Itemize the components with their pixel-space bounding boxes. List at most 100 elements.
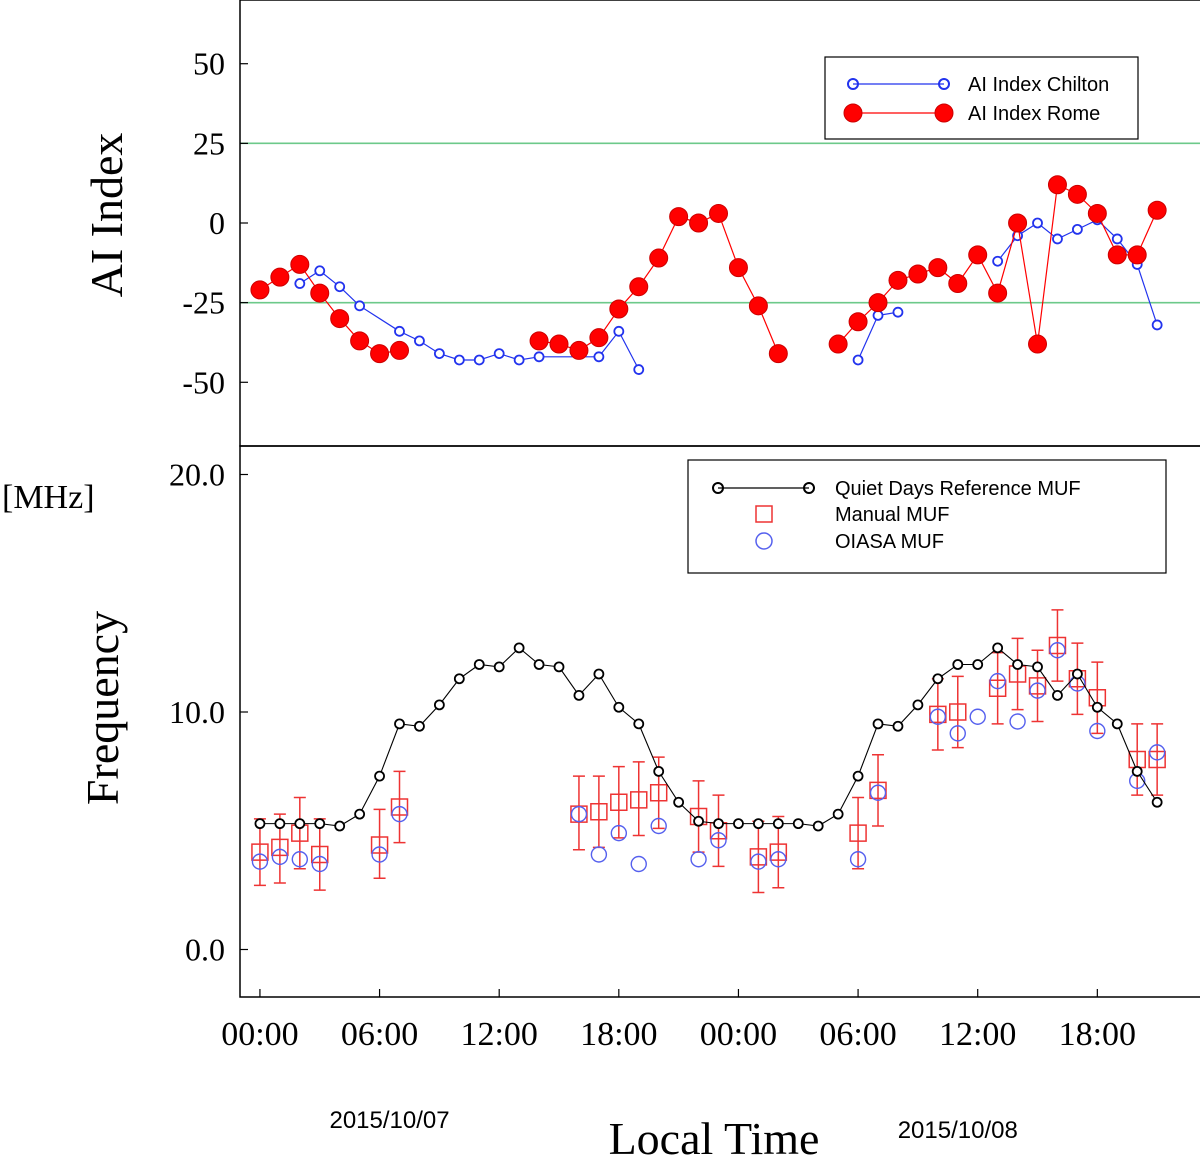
legend-oiasa-marker — [755, 532, 773, 550]
quiet-muf-point — [254, 818, 266, 830]
ai-rome-line — [538, 212, 779, 354]
x-tick-label: 06:00 — [819, 1016, 896, 1053]
ai-rome-point — [390, 340, 410, 360]
ai-rome-point — [689, 213, 709, 233]
ai-rome-point — [330, 309, 350, 329]
ai-y-ticks: 50 25 0 -25 -50 — [182, 46, 248, 400]
ai-chilton-point — [294, 278, 306, 289]
quiet-muf-point — [1012, 659, 1023, 670]
quiet-muf-point — [473, 659, 485, 670]
oiasa-muf-point — [1009, 713, 1026, 730]
ai-rome-point — [828, 334, 848, 354]
ai-index-y-label: AI Index — [81, 133, 132, 298]
oiasa-muf-point — [650, 817, 667, 835]
oiasa-muf-point — [949, 725, 966, 742]
ai-rome-point — [1067, 184, 1087, 204]
oiasa-muf-point — [969, 708, 986, 725]
quiet-muf-point — [374, 770, 385, 782]
oiasa-muf-point — [750, 853, 767, 870]
ai-rome-point — [569, 340, 589, 360]
oiasa-muf-point — [630, 855, 647, 873]
quiet-muf-point — [693, 815, 704, 827]
ai-chilton-point — [414, 335, 425, 347]
oiasa-muf-point — [570, 805, 588, 823]
quiet-muf-point — [1151, 796, 1163, 808]
ai-chilton-point — [1151, 319, 1163, 331]
quiet-muf-point — [354, 808, 366, 820]
quiet-muf-point — [812, 820, 824, 832]
manual-muf-point — [251, 843, 269, 861]
quiet-muf-point — [334, 820, 346, 832]
quiet-muf-point — [433, 699, 445, 711]
quiet-muf-point — [553, 661, 565, 673]
quiet-muf-line — [259, 647, 1158, 827]
quiet-muf-point — [394, 718, 405, 730]
ai-chilton-point — [433, 348, 445, 360]
ai-chilton-line — [299, 270, 640, 370]
manual-muf-point — [390, 798, 409, 816]
quiet-muf-point — [633, 718, 645, 730]
ai-chilton-point — [872, 309, 884, 321]
manual-muf-point — [311, 845, 329, 864]
quiet-muf-point — [573, 689, 585, 701]
ai-chilton-point — [992, 255, 1004, 267]
ai-rome-point — [629, 277, 649, 297]
manual-muf-point — [849, 824, 867, 842]
ai-rome-point — [968, 245, 988, 265]
legend-quiet-marker — [803, 482, 815, 494]
oiasa-muf-point — [371, 846, 388, 863]
ai-chilton-point — [1111, 233, 1123, 245]
y-tick-label: -25 — [182, 285, 225, 321]
ai-legend-box — [824, 56, 1139, 140]
quiet-muf-point — [294, 818, 306, 830]
oiasa-muf-point — [311, 855, 328, 873]
ai-chilton-point — [354, 300, 366, 312]
ai-rome-point — [868, 293, 888, 313]
oiasa-muf-point — [291, 851, 309, 868]
manual-muf-point — [1048, 636, 1067, 655]
muf-legend-box — [687, 459, 1167, 574]
ai-chilton-point — [453, 354, 465, 366]
ai-rome-point — [908, 264, 928, 284]
oiasa-muf-point — [1049, 642, 1066, 659]
quiet-muf-point — [314, 818, 326, 830]
oiasa-muf-point — [869, 784, 887, 801]
frequency-y-label: Frequency — [77, 611, 128, 805]
ai-rome-point — [290, 254, 310, 274]
ai-chilton-point — [394, 325, 405, 337]
manual-muf-point — [769, 843, 788, 861]
legend-quiet-label: Quiet Days Reference MUF — [835, 478, 1081, 500]
frequency-unit-label: [MHz] — [2, 479, 95, 516]
quiet-muf-point — [752, 818, 764, 830]
threshold-lines — [240, 142, 1200, 304]
ai-chilton-point — [613, 325, 625, 337]
quiet-muf-point — [673, 796, 685, 808]
legend-chilton-marker — [938, 78, 950, 90]
ai-rome-point — [549, 334, 569, 354]
muf-legend: Quiet Days Reference MUF Manual MUF OIAS… — [687, 459, 1167, 574]
ai-rome-point — [1008, 213, 1028, 233]
quiet-muf-point — [952, 659, 964, 670]
y-tick-label: 25 — [193, 125, 225, 161]
oiasa-muf-point — [1148, 744, 1166, 761]
quiet-muf-point — [493, 661, 505, 673]
ai-rome-point — [609, 299, 629, 319]
quiet-muf-point — [992, 642, 1004, 654]
ai-rome-point — [1047, 175, 1067, 195]
y-tick-label: 20.0 — [169, 457, 225, 493]
legend-chilton-marker — [847, 78, 859, 90]
quiet-muf-point — [1131, 765, 1143, 777]
ai-chilton-point — [533, 351, 545, 363]
oiasa-muf-point — [690, 851, 707, 868]
x-tick-label: 00:00 — [700, 1016, 777, 1053]
oiasa-muf-point — [849, 851, 867, 868]
oiasa-muf-point — [770, 851, 787, 868]
legend-manual-label: Manual MUF — [835, 504, 949, 526]
date-label: 2015/10/07 — [329, 1107, 449, 1134]
x-tick-label: 12:00 — [460, 1016, 537, 1053]
quiet-muf-point — [453, 673, 465, 685]
quiet-muf-point — [533, 659, 545, 670]
legend-quiet-marker — [712, 482, 724, 494]
manual-muf-point — [610, 793, 628, 811]
ai-series — [250, 175, 1167, 375]
